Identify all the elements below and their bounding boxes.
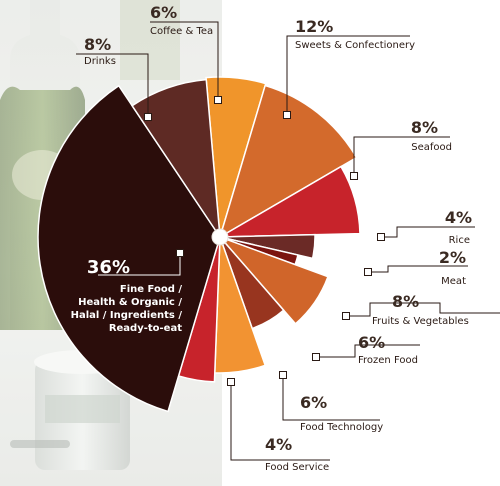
callout-line bbox=[150, 21, 219, 100]
callout-line bbox=[346, 302, 500, 317]
slice-percent-label: 8% bbox=[392, 292, 419, 311]
slice-percent-label: 36% bbox=[87, 257, 130, 278]
pie-slice bbox=[218, 84, 358, 239]
slice-percent-label: 8% bbox=[84, 35, 111, 54]
slice-percent-label: 8% bbox=[411, 118, 438, 137]
callout-marker bbox=[312, 353, 320, 361]
slice-percent-label: 6% bbox=[150, 3, 177, 22]
callout-line bbox=[368, 265, 468, 273]
callout-line bbox=[353, 136, 450, 176]
callout-line bbox=[76, 53, 149, 117]
pie-slice bbox=[131, 78, 221, 238]
slice-category-label: Frozen Food bbox=[358, 355, 418, 366]
pie-slice bbox=[205, 76, 267, 238]
slice-category-label: Sweets & Confectionery bbox=[295, 40, 415, 51]
callout-marker bbox=[342, 312, 350, 320]
callout-line bbox=[316, 344, 420, 358]
slice-category-label: Fine Food / bbox=[120, 284, 182, 295]
pie-center-dot bbox=[211, 228, 229, 246]
callout-line bbox=[98, 253, 181, 276]
callout-marker bbox=[377, 233, 385, 241]
callout-marker bbox=[214, 96, 222, 104]
pie-slice bbox=[219, 233, 316, 260]
slice-category-label: Halal / Ingredients / bbox=[71, 310, 183, 321]
slice-category-label: Food Technology bbox=[300, 422, 383, 433]
callout-marker bbox=[144, 113, 152, 121]
slice-percent-label: 6% bbox=[300, 393, 327, 412]
slice-category-label: Food Service bbox=[265, 462, 329, 473]
slice-category-label: Meat bbox=[441, 276, 466, 287]
slice-category-label: Health & Organic / bbox=[78, 297, 182, 308]
callout-line bbox=[286, 35, 410, 115]
slice-category-label: Rice bbox=[449, 235, 470, 246]
callout-marker bbox=[350, 172, 358, 180]
slice-category-label: Fruits & Vegetables bbox=[372, 316, 469, 327]
callout-marker bbox=[283, 111, 291, 119]
slice-category-label: Coffee & Tea bbox=[150, 26, 213, 37]
slice-percent-label: 4% bbox=[265, 435, 292, 454]
callout-line bbox=[230, 382, 330, 461]
callout-line bbox=[282, 375, 380, 421]
slice-percent-label: 12% bbox=[295, 17, 333, 36]
callout-marker bbox=[364, 268, 372, 276]
callout-marker bbox=[279, 371, 287, 379]
slice-percent-label: 6% bbox=[358, 333, 385, 352]
callout-marker bbox=[227, 378, 235, 386]
slice-category-label: Ready-to-eat bbox=[109, 323, 182, 334]
pie-slice bbox=[219, 236, 329, 325]
slice-category-label: Drinks bbox=[84, 56, 116, 67]
callout-line bbox=[381, 226, 475, 238]
slice-category-label: Seafood bbox=[411, 142, 452, 153]
callout-marker bbox=[176, 249, 184, 257]
slice-percent-label: 2% bbox=[439, 248, 466, 267]
pie-slice bbox=[37, 84, 221, 413]
pie-callouts: 6% Coffee & Tea 12% Sweets & Confectionery 8… bbox=[71, 3, 500, 473]
slice-percent-label: 4% bbox=[445, 208, 472, 227]
pie-slices bbox=[37, 76, 361, 413]
pie-slice bbox=[219, 165, 361, 238]
